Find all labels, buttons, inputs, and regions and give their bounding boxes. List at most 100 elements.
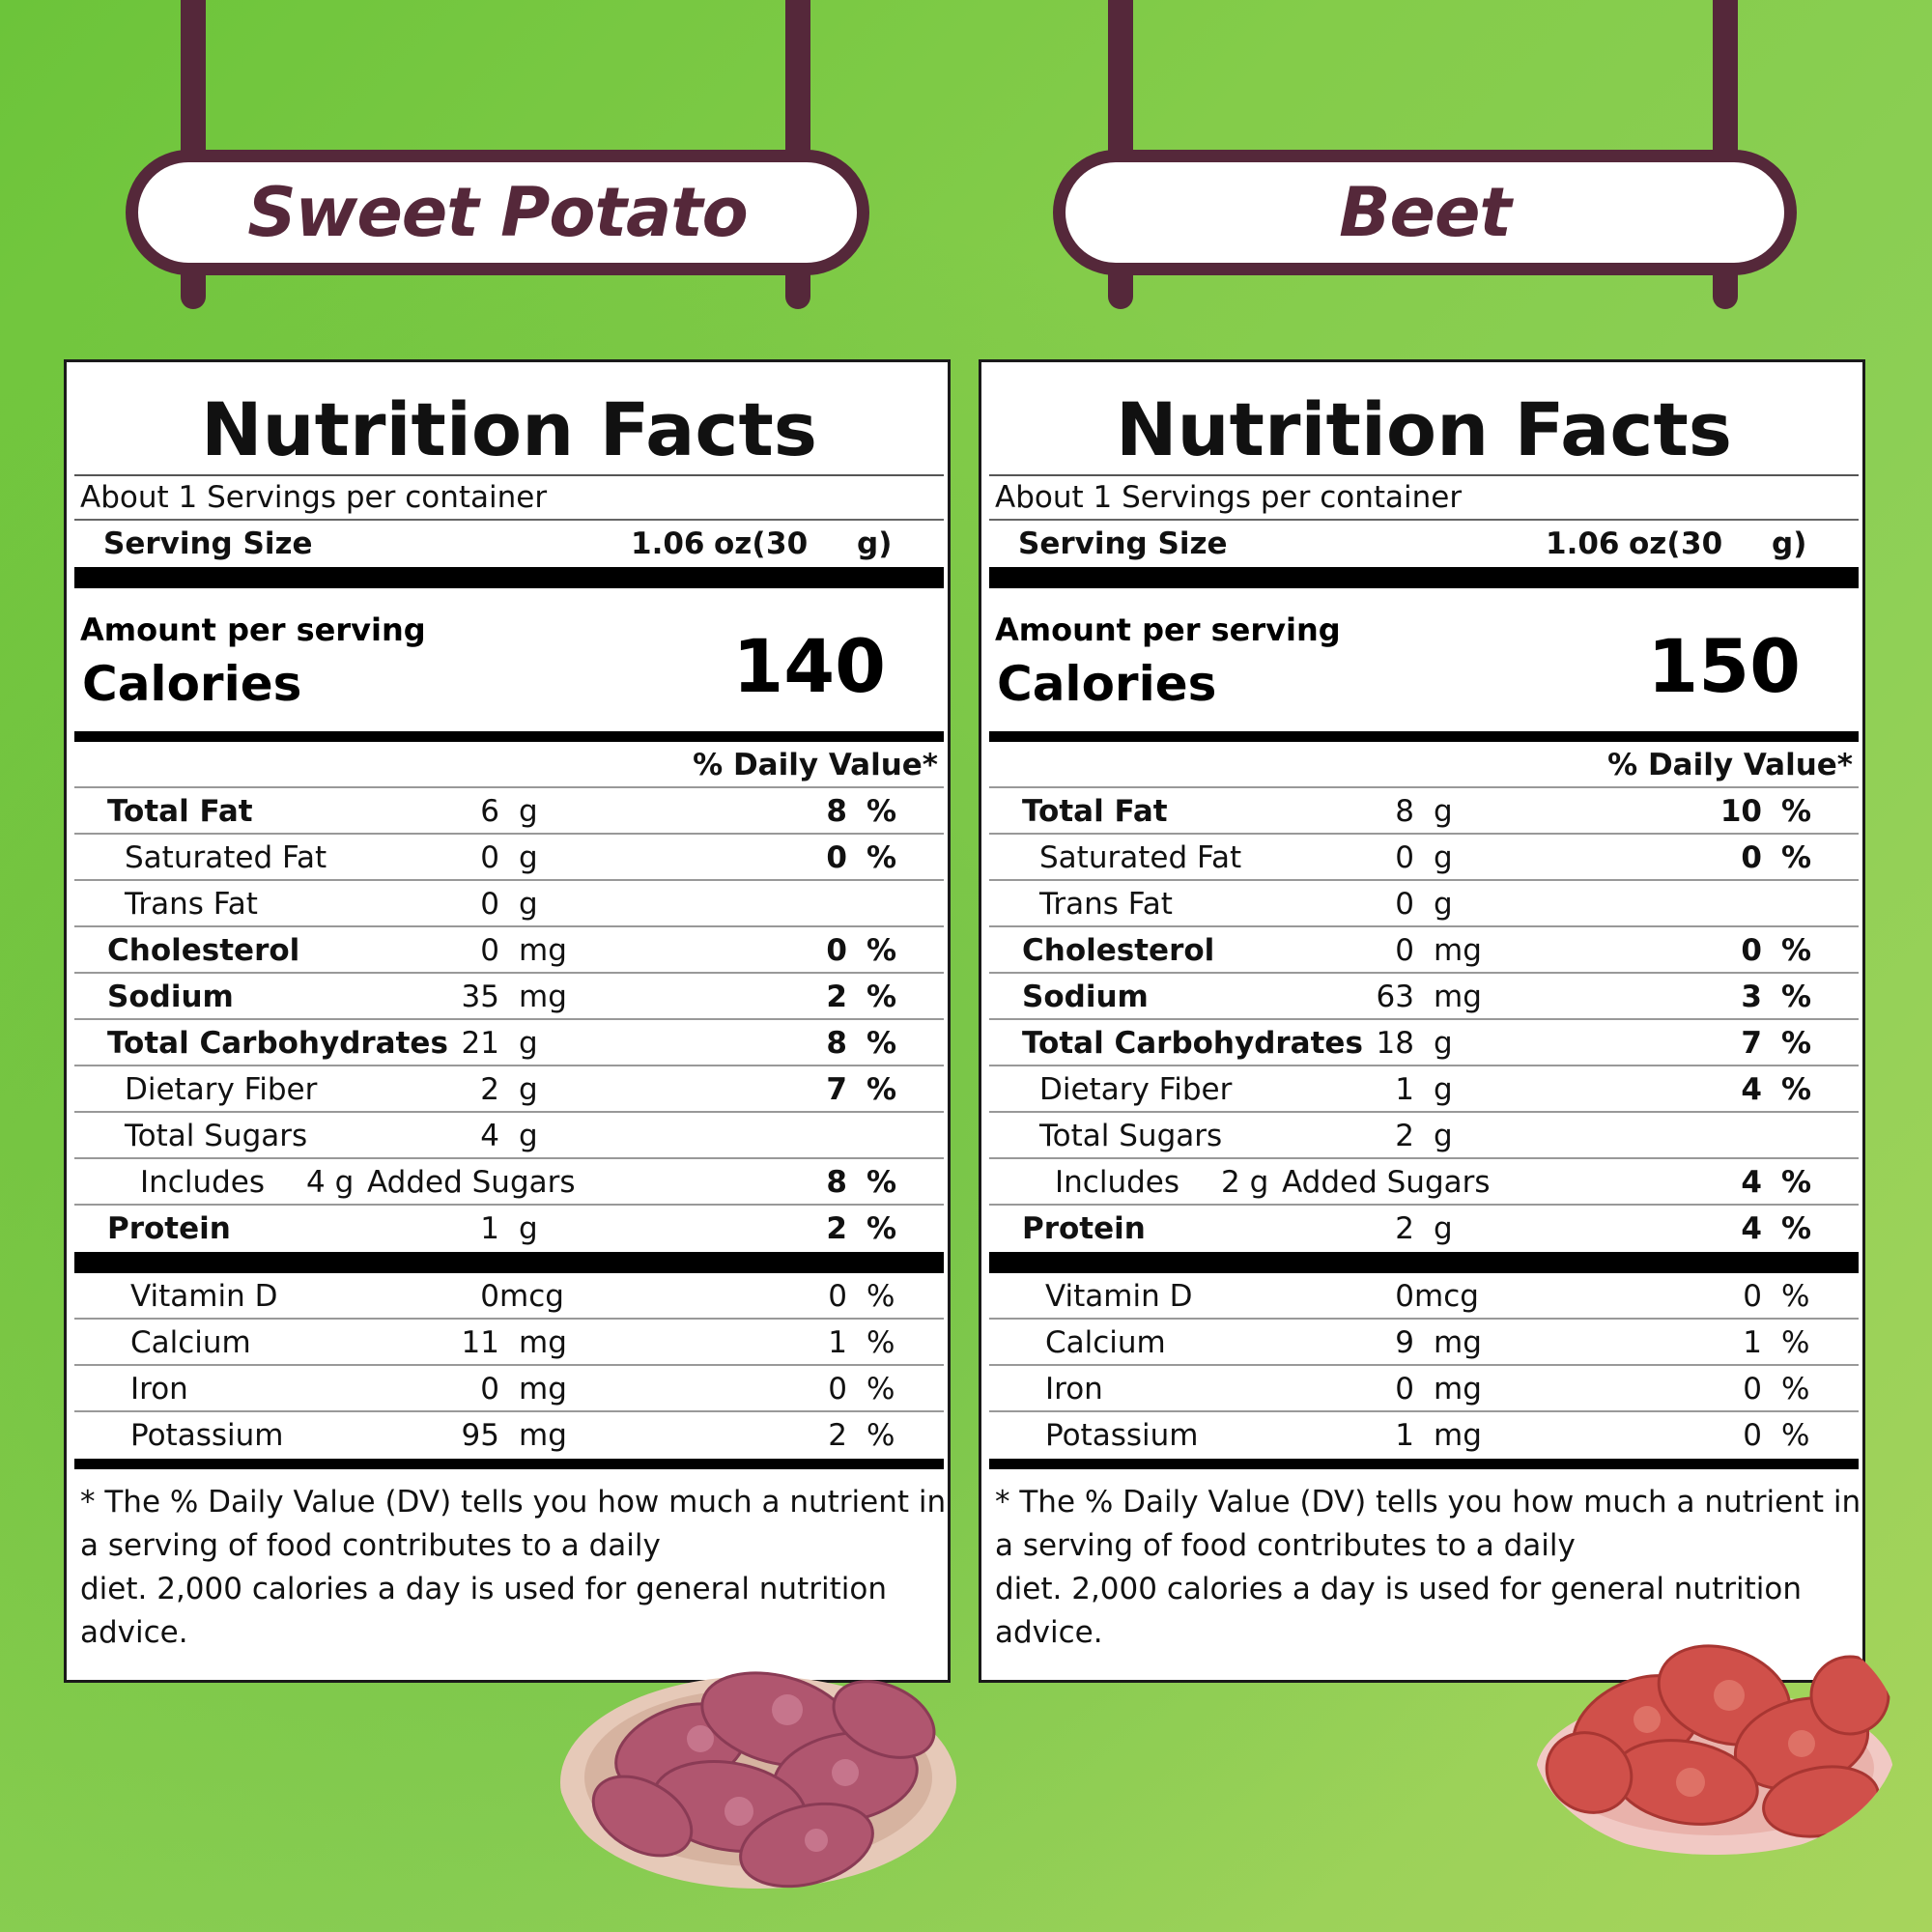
daily-value-header: % Daily Value* xyxy=(693,748,938,782)
footnote-line: diet. 2,000 calories a day is used for g… xyxy=(80,1572,887,1606)
nutrient-unit: g xyxy=(519,887,538,922)
nutrient-amount: 2 xyxy=(480,1072,499,1107)
nutrient-unit: g xyxy=(519,1119,538,1153)
servings-text: About 1 Servings per container xyxy=(995,480,1463,515)
nutrient-unit: g xyxy=(1434,840,1453,875)
nutrient-name: Saturated Fat xyxy=(125,840,327,875)
servings-row: About 1 Servings per container xyxy=(989,476,1859,521)
beet-chips-image xyxy=(1536,1644,1893,1855)
daily-value-footnote: * The % Daily Value (DV) tells you how m… xyxy=(74,1469,946,1655)
nutrient-unit: g xyxy=(1434,1026,1453,1061)
daily-value-header-row: % Daily Value* xyxy=(989,742,1859,788)
vitamin-name: Calcium xyxy=(1045,1325,1166,1360)
nutrient-daily-value: 2 xyxy=(826,980,847,1014)
nutrient-amount: 35 xyxy=(461,980,499,1014)
added-sugars-amount: 2 g xyxy=(1221,1165,1269,1200)
nutrient-amount: 6 xyxy=(480,794,499,829)
nutrient-daily-value: 3 xyxy=(1741,980,1762,1014)
percent-sign: % xyxy=(1781,1026,1812,1061)
serving-size-label: Serving Size xyxy=(1018,526,1228,561)
nutrient-amount: 0 xyxy=(480,840,499,875)
nutrient-row: Sodium 63 mg 3% xyxy=(989,974,1859,1020)
percent-sign: % xyxy=(867,1165,897,1200)
nutrient-daily-value: 8 xyxy=(826,1165,847,1200)
footnote-line: a serving of food contributes to a daily xyxy=(80,1528,661,1563)
serving-size-label: Serving Size xyxy=(103,526,313,561)
nutrient-name: Includes xyxy=(140,1165,265,1200)
vitamin-row: Iron 0 mg 0% xyxy=(74,1366,944,1412)
nutrient-daily-value: 8 xyxy=(826,1026,847,1061)
thick-divider xyxy=(74,1252,944,1273)
servings-row: About 1 Servings per container xyxy=(74,476,944,521)
footnote-line: * The % Daily Value (DV) tells you how m… xyxy=(995,1485,1861,1520)
vitamin-row: Potassium 95 mg 2% xyxy=(74,1412,944,1459)
footnote-line: advice. xyxy=(80,1615,188,1650)
vitamin-name: Vitamin D xyxy=(1045,1279,1193,1314)
nutrient-amount: 0 xyxy=(480,933,499,968)
nutrient-daily-value: 8 xyxy=(826,794,847,829)
vitamin-daily-value: 0 xyxy=(828,1279,847,1314)
nutrient-row: Saturated Fat 0 g 0% xyxy=(74,835,944,881)
added-sugars-amount: 4 g xyxy=(306,1165,355,1200)
nutrient-name: Sodium xyxy=(1022,980,1149,1014)
nutrient-daily-value: 4 xyxy=(1741,1072,1762,1107)
vitamin-row: Iron 0 mg 0% xyxy=(989,1366,1859,1412)
vitamin-unit: mg xyxy=(519,1372,567,1406)
percent-sign: % xyxy=(1781,1325,1810,1360)
nutrient-row: Total Sugars 2 g xyxy=(989,1113,1859,1159)
nutrient-row: Total Fat 8 g 10% xyxy=(989,788,1859,835)
daily-value-footnote: * The % Daily Value (DV) tells you how m… xyxy=(989,1469,1861,1655)
nutrient-name: Includes xyxy=(1055,1165,1179,1200)
vitamin-amount: 9 xyxy=(1395,1325,1414,1360)
sweet-potato-sign: Sweet Potato xyxy=(126,0,869,319)
nutrient-unit: g xyxy=(1434,1072,1453,1107)
vitamin-unit: mg xyxy=(519,1418,567,1453)
vitamin-row: Calcium 9 mg 1% xyxy=(989,1320,1859,1366)
percent-sign: % xyxy=(867,1372,895,1406)
vitamin-daily-value: 0 xyxy=(828,1372,847,1406)
beet-sign: Beet xyxy=(1053,0,1797,319)
footnote-line: advice. xyxy=(995,1615,1103,1650)
nutrient-name: Total Sugars xyxy=(125,1119,308,1153)
percent-sign: % xyxy=(1781,933,1812,968)
nutrient-amount: 1 xyxy=(1395,1072,1414,1107)
nutrient-unit: mg xyxy=(519,980,567,1014)
vitamin-name: Potassium xyxy=(1045,1418,1199,1453)
added-sugars-label: Added Sugars xyxy=(367,1165,576,1200)
calories-value: 140 xyxy=(732,623,886,709)
percent-sign: % xyxy=(1781,1279,1810,1314)
nutrient-name: Sodium xyxy=(107,980,234,1014)
vitamin-row: Calcium 11 mg 1% xyxy=(74,1320,944,1366)
nutrient-name: Total Fat xyxy=(107,794,253,829)
nutrient-amount: 2 xyxy=(1395,1119,1414,1153)
percent-sign: % xyxy=(1781,840,1812,875)
vitamin-daily-value: 0 xyxy=(1743,1418,1762,1453)
vitamin-daily-value: 1 xyxy=(1743,1325,1762,1360)
nutrient-unit: g xyxy=(519,794,538,829)
nutrient-unit: g xyxy=(519,1026,538,1061)
vitamin-amount: 0 xyxy=(1395,1372,1414,1406)
nutrient-row: Dietary Fiber 2 g 7% xyxy=(74,1066,944,1113)
nutrient-daily-value: 4 xyxy=(1741,1165,1762,1200)
serving-size-oz: 1.06 xyxy=(1546,526,1620,561)
serving-size-g-unit: g) xyxy=(1772,526,1807,561)
nutrient-amount: 0 xyxy=(1395,933,1414,968)
footnote-line: a serving of food contributes to a daily xyxy=(995,1528,1576,1563)
nutrient-unit: g xyxy=(519,1072,538,1107)
serving-size-oz-unit: oz( xyxy=(1629,526,1681,561)
percent-sign: % xyxy=(867,794,897,829)
thick-divider xyxy=(989,731,1859,742)
percent-sign: % xyxy=(1781,1418,1810,1453)
nutrient-amount: 2 xyxy=(1395,1211,1414,1246)
vitamin-name: Calcium xyxy=(130,1325,251,1360)
percent-sign: % xyxy=(867,840,897,875)
nutrient-name: Total Sugars xyxy=(1039,1119,1223,1153)
percent-sign: % xyxy=(1781,1072,1812,1107)
serving-size-g-unit: g) xyxy=(857,526,893,561)
nutrient-daily-value: 4 xyxy=(1741,1211,1762,1246)
nutrient-daily-value: 7 xyxy=(826,1072,847,1107)
nutrient-name: Total Carbohydrates xyxy=(1022,1026,1363,1061)
nutrient-row: Total Fat 6 g 8% xyxy=(74,788,944,835)
serving-size-row: Serving Size 1.06 oz(30 g) xyxy=(989,521,1859,567)
thick-divider xyxy=(989,1252,1859,1273)
